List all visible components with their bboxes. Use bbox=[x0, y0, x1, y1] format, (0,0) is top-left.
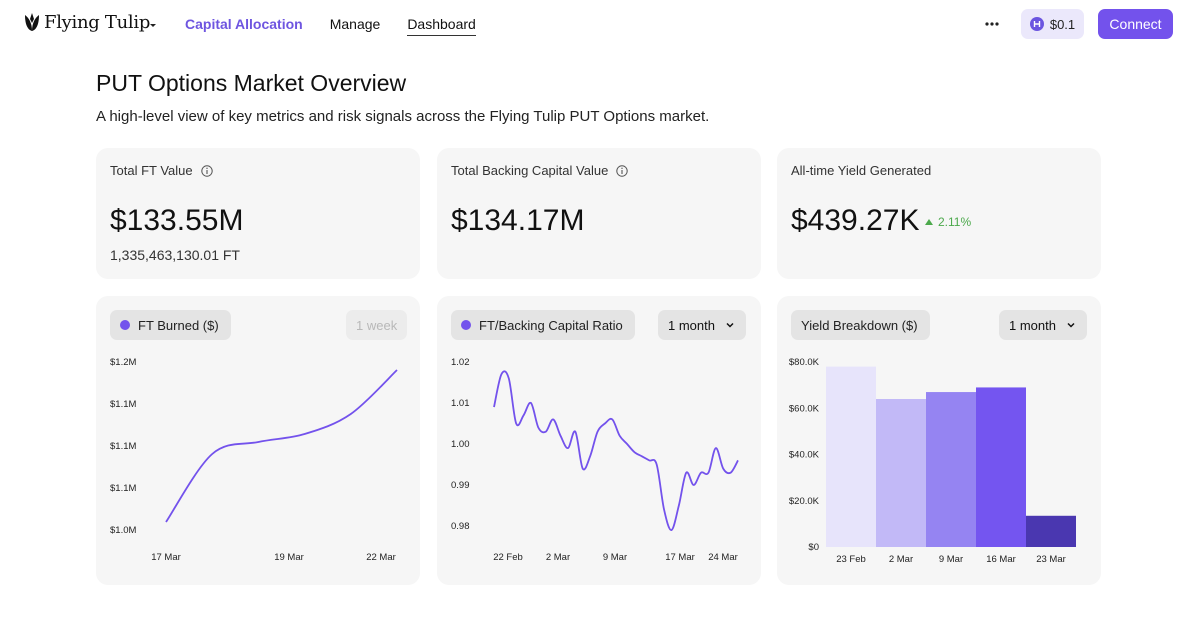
backing-label-row: Total Backing Capital Value bbox=[451, 163, 628, 178]
total-ft-value: $133.55M bbox=[110, 204, 244, 237]
legend-dot bbox=[120, 320, 130, 330]
ratio-card: 1.02 1.01 1.00 0.99 0.98 22 Feb 2 Mar 9 Mar 17 M… bbox=[437, 296, 761, 585]
y-tick-label: $1.1M bbox=[110, 441, 136, 452]
legend-dot bbox=[461, 320, 471, 330]
x-tick-label: 17 Mar bbox=[151, 552, 181, 563]
more-dots-icon bbox=[985, 22, 999, 26]
backing-value: $134.17M bbox=[451, 204, 585, 237]
y-tick-label: 0.99 bbox=[451, 480, 470, 491]
balance-value: $0.1 bbox=[1049, 16, 1076, 32]
ft-burned-legend-label: FT Burned ($) bbox=[138, 317, 219, 333]
yield-breakdown-chart: $80.0K $60.0K $40.0K $20.0K $0 23 Feb 2 Mar 9 M… bbox=[789, 357, 1076, 565]
total-ft-amount: 1,335,463,130.01 FT bbox=[110, 247, 240, 263]
x-tick-label: 16 Mar bbox=[986, 554, 1016, 565]
yield-breakdown-legend: Yield Breakdown ($) bbox=[791, 310, 930, 340]
total-ft-label: Total FT Value bbox=[110, 163, 193, 178]
yield-bar bbox=[926, 392, 976, 547]
yield-range-value: 1 month bbox=[1009, 317, 1056, 333]
tulip-logo-icon bbox=[25, 12, 39, 31]
ft-burned-card: $1.2M $1.1M $1.1M $1.1M $1.0M 17 Mar 19 Mar 22 … bbox=[96, 296, 420, 585]
x-tick-label: 22 Feb bbox=[493, 552, 523, 563]
trend-up-icon bbox=[925, 219, 933, 225]
y-tick-label: $80.0K bbox=[789, 357, 820, 368]
ratio-series-line bbox=[493, 370, 739, 531]
ratio-legend-label: FT/Backing Capital Ratio bbox=[479, 317, 623, 333]
yield-breakdown-card: $80.0K $60.0K $40.0K $20.0K $0 23 Feb 2 Mar 9 M… bbox=[777, 296, 1101, 585]
x-tick-label: 22 Mar bbox=[366, 552, 396, 563]
ft-burned-legend: FT Burned ($) bbox=[110, 310, 231, 340]
yield-value: $439.27K bbox=[791, 204, 920, 237]
y-tick-label: 1.01 bbox=[451, 398, 470, 409]
yield-bar bbox=[976, 387, 1026, 547]
yield-bar bbox=[876, 399, 926, 547]
brand-name: Flying Tulip bbox=[44, 12, 151, 33]
y-tick-label: $40.0K bbox=[789, 450, 820, 461]
y-tick-label: $20.0K bbox=[789, 496, 820, 507]
chevron-down-icon bbox=[1067, 322, 1075, 328]
info-icon[interactable] bbox=[616, 164, 628, 177]
yield-label: All-time Yield Generated bbox=[791, 163, 932, 178]
connect-wallet-button[interactable]: Connect bbox=[1098, 9, 1173, 39]
yield-bar bbox=[1026, 515, 1076, 547]
y-tick-label: $60.0K bbox=[789, 403, 820, 414]
x-tick-label: 19 Mar bbox=[274, 552, 304, 563]
brand-logo[interactable]: Flying Tulip bbox=[24, 12, 150, 33]
nav-dashboard[interactable]: Dashboard bbox=[407, 16, 476, 36]
yield-change-value: 2.11% bbox=[938, 215, 972, 229]
ratio-chart: 1.02 1.01 1.00 0.99 0.98 22 Feb 2 Mar 9 Mar 17 M… bbox=[451, 357, 739, 563]
y-tick-label: 0.98 bbox=[451, 521, 470, 532]
x-tick-label: 9 Mar bbox=[939, 554, 963, 565]
yield-label-row: All-time Yield Generated bbox=[791, 163, 931, 178]
total-ft-label-row: Total FT Value bbox=[110, 163, 213, 178]
y-tick-label: $1.2M bbox=[110, 357, 136, 368]
y-tick-label: $0 bbox=[808, 542, 819, 553]
more-options-button[interactable] bbox=[980, 14, 1004, 34]
page-title: PUT Options Market Overview bbox=[96, 70, 407, 96]
nav-manage[interactable]: Manage bbox=[329, 16, 381, 32]
yield-range-select[interactable]: 1 month bbox=[999, 310, 1087, 340]
yield-generated-card: All-time Yield Generated $439.27K 2.11% bbox=[777, 148, 1101, 279]
y-tick-label: $1.1M bbox=[110, 399, 136, 410]
x-tick-label: 23 Mar bbox=[1036, 554, 1066, 565]
nav-capital-allocation[interactable]: Capital Allocation bbox=[185, 16, 303, 32]
info-icon[interactable] bbox=[200, 164, 213, 177]
x-tick-label: 2 Mar bbox=[546, 552, 570, 563]
yield-breakdown-legend-label: Yield Breakdown ($) bbox=[801, 317, 918, 333]
x-tick-label: 2 Mar bbox=[889, 554, 913, 565]
x-tick-label: 9 Mar bbox=[603, 552, 627, 563]
ft-burned-range-button[interactable]: 1 week bbox=[346, 310, 408, 340]
y-tick-label: $1.0M bbox=[110, 525, 136, 536]
brand-menu-caret-icon[interactable] bbox=[146, 18, 160, 32]
backing-capital-card: Total Backing Capital Value $134.17M bbox=[437, 148, 761, 279]
x-tick-label: 23 Feb bbox=[836, 554, 866, 565]
total-ft-value-card: Total FT Value $133.55M 1,335,463,130.01… bbox=[96, 148, 420, 279]
balance-button[interactable]: $0.1 bbox=[1021, 9, 1084, 39]
backing-label: Total Backing Capital Value bbox=[451, 163, 609, 178]
chevron-down-icon bbox=[726, 322, 734, 328]
y-tick-label: 1.02 bbox=[451, 357, 470, 368]
top-bar: Flying Tulip Capital Allocation Manage D… bbox=[0, 0, 1200, 48]
token-coin-icon bbox=[1029, 17, 1044, 31]
main-nav: Capital Allocation Manage Dashboard bbox=[185, 16, 503, 36]
y-tick-label: $1.1M bbox=[110, 483, 136, 494]
ratio-legend: FT/Backing Capital Ratio bbox=[451, 310, 635, 340]
ratio-range-select[interactable]: 1 month bbox=[658, 310, 746, 340]
yield-bar bbox=[826, 366, 876, 547]
y-tick-label: 1.00 bbox=[451, 439, 470, 450]
ft-burned-series-line bbox=[165, 369, 398, 523]
ratio-range-value: 1 month bbox=[668, 317, 715, 333]
x-tick-label: 17 Mar bbox=[665, 552, 695, 563]
yield-change-badge: 2.11% bbox=[925, 215, 971, 229]
x-tick-label: 24 Mar bbox=[708, 552, 738, 563]
page-subtitle: A high-level view of key metrics and ris… bbox=[96, 108, 710, 125]
ft-burned-chart: $1.2M $1.1M $1.1M $1.1M $1.0M 17 Mar 19 Mar 22 … bbox=[110, 357, 398, 563]
